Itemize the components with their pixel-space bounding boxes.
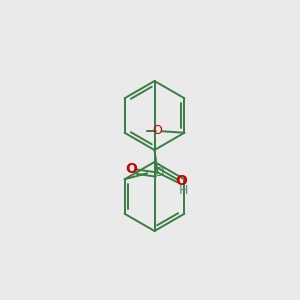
Text: O: O bbox=[175, 174, 187, 188]
Text: O: O bbox=[125, 162, 137, 176]
Text: Cl: Cl bbox=[154, 166, 165, 179]
Text: H: H bbox=[179, 184, 188, 197]
Text: O: O bbox=[152, 124, 162, 137]
